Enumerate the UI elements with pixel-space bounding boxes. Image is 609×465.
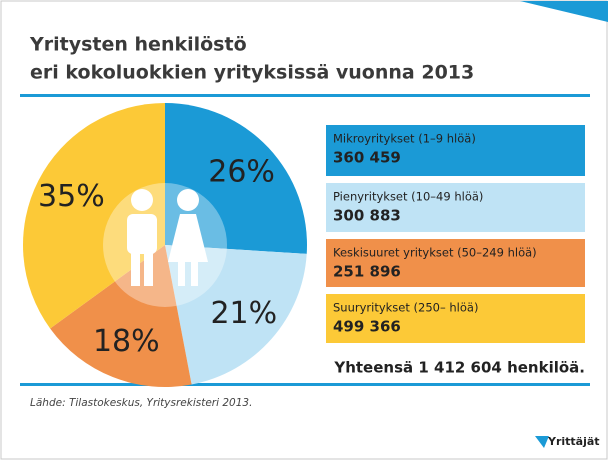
logo-mark (535, 436, 549, 448)
legend-box (326, 239, 585, 287)
pie-slice (165, 245, 307, 385)
source: Lähde: Tilastokeskus, Yritysrekisteri 20… (30, 397, 252, 409)
legend-box (326, 125, 585, 176)
slice-label: 21% (210, 296, 277, 331)
legend-count: 360 459 (333, 149, 401, 167)
legend-count: 251 896 (333, 263, 401, 281)
legend-box (326, 183, 585, 232)
legend-label: Pienyritykset (10–49 hlöä) (333, 190, 483, 204)
pie-slice (50, 245, 192, 387)
slice-label: 18% (93, 324, 160, 359)
legend-label: Suuryritykset (250– hlöä) (333, 301, 478, 315)
pie-slice (23, 102, 166, 329)
people-icon (127, 189, 208, 286)
legend-label: Keskisuuret yritykset (50–249 hlöä) (333, 246, 537, 260)
pie-slice (165, 103, 307, 254)
slice-label: 35% (38, 179, 105, 214)
slice-label: 26% (208, 155, 275, 190)
divider (20, 383, 590, 386)
icon-circle (103, 183, 227, 307)
logo: Yrittäjät (547, 435, 600, 448)
total: Yhteensä 1 412 604 henkilöä. (333, 359, 585, 377)
legend-box (326, 294, 585, 343)
chart-title: Yritysten henkilöstö (29, 34, 247, 56)
legend-count: 499 366 (333, 318, 401, 336)
legend-label: Mikroyritykset (1–9 hlöä) (333, 132, 476, 146)
legend-count: 300 883 (333, 207, 401, 225)
divider (20, 94, 590, 97)
chart-title: eri kokoluokkien yrityksissä vuonna 2013 (30, 62, 474, 84)
corner-decoration (520, 1, 608, 22)
